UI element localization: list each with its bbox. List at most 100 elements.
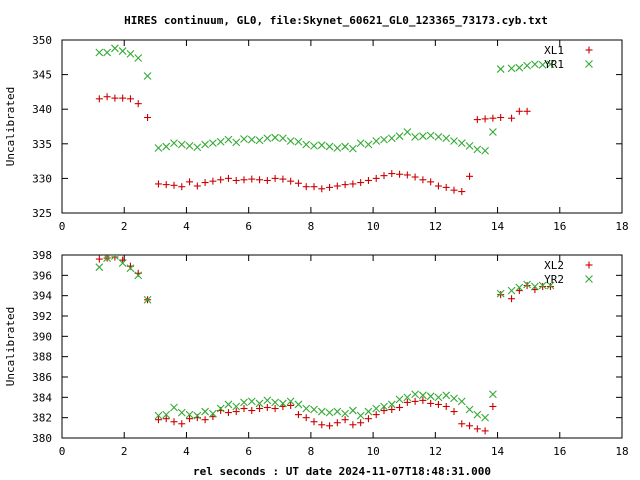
data-point — [185, 141, 194, 150]
data-point — [507, 64, 516, 73]
data-point — [357, 419, 365, 427]
data-point — [209, 177, 217, 185]
data-point — [248, 175, 256, 183]
x-tick-label: 0 — [59, 220, 66, 233]
data-point — [208, 139, 217, 147]
data-point — [247, 135, 256, 144]
data-point — [357, 179, 365, 187]
data-point — [411, 390, 420, 399]
data-point — [333, 419, 341, 427]
data-point — [278, 399, 287, 408]
data-point — [255, 399, 264, 408]
data-point — [466, 172, 474, 180]
data-point — [508, 295, 516, 303]
data-point — [515, 283, 524, 292]
data-point — [458, 420, 466, 428]
y-axis-label: Uncalibrated — [4, 87, 17, 166]
x-tick-label: 18 — [615, 220, 628, 233]
data-point — [186, 415, 194, 423]
data-point — [110, 255, 119, 260]
data-point — [538, 281, 547, 290]
data-point — [134, 54, 143, 62]
data-point — [380, 407, 388, 415]
data-point — [473, 410, 482, 419]
data-point — [326, 422, 334, 430]
data-point — [162, 410, 171, 419]
data-point — [310, 418, 318, 426]
y-tick-label: 392 — [32, 310, 52, 323]
data-point — [442, 134, 451, 143]
data-point — [103, 255, 112, 262]
data-point — [95, 48, 104, 57]
data-point — [387, 134, 396, 143]
data-point — [426, 131, 435, 140]
x-tick-label: 12 — [429, 220, 442, 233]
data-point — [144, 114, 152, 122]
data-point — [126, 95, 134, 103]
data-point — [419, 396, 427, 404]
data-point — [177, 140, 186, 149]
data-point — [186, 178, 194, 186]
legend-marker — [585, 261, 593, 269]
data-point — [240, 135, 248, 143]
y-tick-label: 382 — [32, 412, 52, 425]
x-tick-label: 6 — [245, 220, 252, 233]
data-point — [450, 186, 458, 194]
data-point — [364, 140, 373, 149]
series-YR1 — [95, 44, 555, 155]
legend-marker — [585, 60, 593, 68]
y-tick-label: 350 — [32, 34, 52, 47]
data-point — [442, 402, 450, 410]
data-point — [388, 406, 396, 414]
data-point — [271, 174, 279, 182]
data-point — [95, 95, 103, 103]
x-tick-label: 16 — [553, 445, 566, 458]
data-point — [364, 415, 372, 423]
x-tick-label: 12 — [429, 445, 442, 458]
legend-marker — [585, 46, 593, 54]
data-point — [255, 136, 264, 145]
data-point — [143, 295, 152, 304]
data-point — [154, 144, 163, 152]
data-point — [232, 138, 241, 147]
data-point — [411, 173, 419, 181]
data-point — [442, 183, 450, 191]
data-point — [356, 411, 365, 420]
data-point — [450, 137, 458, 145]
data-point — [162, 181, 170, 189]
data-point — [450, 394, 458, 403]
data-point — [126, 49, 135, 58]
data-point — [294, 137, 303, 146]
data-point — [372, 137, 381, 145]
data-point — [271, 133, 280, 142]
data-point — [318, 185, 326, 193]
plot-frame — [61, 254, 623, 439]
data-point — [201, 179, 209, 187]
data-point — [473, 425, 481, 433]
data-point — [403, 398, 411, 406]
data-point — [488, 128, 497, 136]
data-point — [302, 414, 310, 422]
data-point — [286, 137, 295, 145]
data-point — [434, 400, 442, 408]
data-point — [380, 172, 388, 180]
data-point — [287, 401, 295, 409]
data-point — [508, 114, 516, 122]
y-tick-label: 335 — [32, 138, 52, 151]
data-point — [263, 396, 272, 405]
data-point — [208, 409, 217, 418]
data-point — [134, 271, 143, 280]
data-point — [126, 264, 135, 273]
data-point — [317, 141, 326, 150]
y-tick-label: 396 — [32, 269, 52, 282]
data-point — [271, 398, 280, 407]
y-tick-label: 380 — [32, 432, 52, 445]
data-point — [364, 407, 373, 416]
data-point — [185, 410, 194, 419]
data-point — [317, 407, 326, 416]
data-point — [481, 115, 489, 123]
data-point — [481, 413, 490, 422]
data-point — [178, 183, 186, 191]
data-point — [279, 175, 287, 183]
data-point — [325, 142, 334, 151]
